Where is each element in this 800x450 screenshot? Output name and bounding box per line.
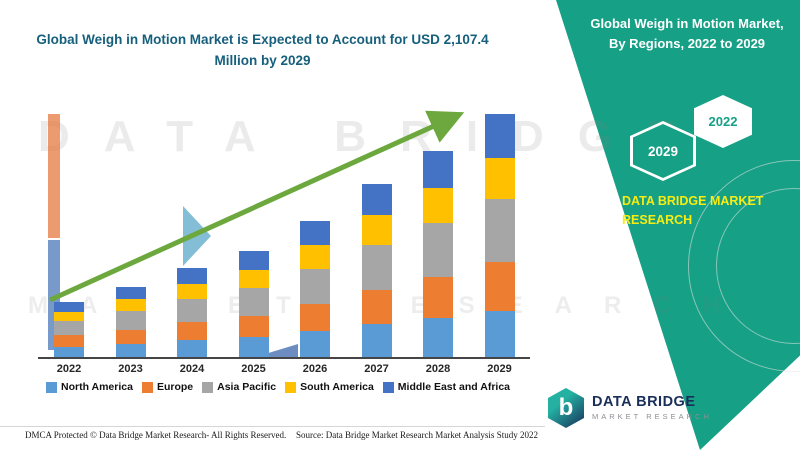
stacked-bar-2023 [115, 286, 146, 357]
segment-middle-east-and-africa [361, 184, 392, 216]
segment-north-america [115, 343, 146, 357]
legend-swatch [45, 381, 57, 393]
stacked-bar-2025 [238, 250, 269, 357]
legend-swatch [285, 381, 297, 393]
dbmr-logo-name: DATA BRIDGE [592, 393, 696, 410]
segment-asia-pacific [238, 288, 269, 316]
legend-item: Middle East and Africa [382, 381, 511, 393]
stacked-bar-2024 [177, 268, 207, 357]
chart-legend: North America Europe Asia Pacific South Ame… [8, 381, 548, 393]
x-axis-label-2029: 2029 [487, 363, 512, 375]
dbmr-logo: b DATA BRIDGE MARKET RESEARCH [548, 388, 712, 428]
dbmr-logo-icon: b [548, 388, 584, 428]
segment-north-america [177, 340, 207, 357]
segment-middle-east-and-africa [300, 221, 330, 246]
segment-asia-pacific [361, 244, 392, 290]
x-axis-label-2022: 2022 [56, 363, 82, 375]
legend-label: Europe [156, 381, 194, 393]
stacked-bar-2028 [423, 150, 453, 357]
x-axis-label-2024: 2024 [179, 363, 205, 375]
legend-item: Europe [141, 381, 194, 393]
legend-item: North America [45, 381, 133, 393]
footer-divider [0, 426, 545, 427]
legend-item: Asia Pacific [202, 381, 276, 393]
segment-north-america [423, 317, 453, 357]
x-axis-label-2023: 2023 [118, 363, 143, 375]
x-axis: 2022 2023 2024 2025 2026 2027 2028 2029 [38, 363, 530, 379]
dbmr-logo-subtitle: MARKET RESEARCH [592, 412, 712, 422]
legend-label: Middle East and Africa [397, 381, 511, 393]
segment-north-america [54, 346, 84, 357]
segment-south-america [238, 270, 269, 289]
segment-south-america [177, 284, 207, 300]
segment-europe [300, 304, 330, 332]
segment-europe [54, 335, 84, 347]
x-axis-label-2026: 2026 [302, 363, 328, 375]
segment-asia-pacific [115, 311, 146, 330]
legend-swatch [382, 381, 394, 393]
source-note: Source: Data Bridge Market Research Mark… [296, 430, 538, 440]
segment-south-america [115, 299, 146, 312]
segment-north-america [361, 324, 392, 357]
hexagon-2029-fill [633, 124, 693, 178]
stacked-bar-2022 [54, 301, 84, 357]
hexagon-2029: 2029 [630, 121, 696, 181]
x-axis-label-2028: 2028 [425, 363, 451, 375]
segment-south-america [484, 157, 515, 200]
stacked-bar-2026 [300, 221, 330, 357]
x-axis-label-2025: 2025 [241, 363, 266, 375]
segment-north-america [300, 331, 330, 357]
segment-europe [115, 329, 146, 344]
legend-item: South America [285, 381, 374, 393]
hexagon-2022-label: 2022 [708, 114, 738, 129]
brand-name-yellow: DATA BRIDGE MARKET RESEARCH [622, 194, 764, 227]
hexagon-2029-label: 2029 [647, 143, 679, 159]
segment-asia-pacific [300, 268, 330, 305]
legend-label: Asia Pacific [217, 381, 277, 393]
legend-swatch [141, 381, 153, 393]
dmca-notice: DMCA Protected © Data Bridge Market Rese… [25, 430, 287, 440]
dbmr-logo-text: DATA BRIDGE MARKET RESEARCH [592, 393, 712, 422]
segment-europe [361, 289, 392, 325]
segment-asia-pacific [177, 299, 207, 323]
segment-europe [423, 276, 453, 318]
x-axis-label-2027: 2027 [364, 363, 389, 375]
segment-asia-pacific [423, 222, 453, 277]
stacked-bar-2029 [484, 114, 515, 357]
segment-north-america [484, 310, 515, 357]
segment-asia-pacific [484, 199, 515, 263]
side-panel-title: Global Weigh in Motion Market, By Region… [590, 16, 784, 51]
segment-middle-east-and-africa [423, 150, 453, 188]
chart-title: Global Weigh in Motion Market is Expecte… [36, 32, 489, 68]
segment-middle-east-and-africa [484, 114, 515, 158]
segment-asia-pacific [54, 321, 84, 336]
segment-south-america [54, 311, 84, 322]
legend-label: North America [60, 381, 133, 393]
segment-europe [484, 262, 515, 311]
plot-area [38, 95, 530, 359]
legend-swatch [202, 381, 214, 393]
segment-europe [177, 322, 207, 341]
segment-europe [238, 315, 269, 337]
segment-middle-east-and-africa [177, 268, 207, 285]
segment-south-america [361, 215, 392, 245]
legend-label: South America [300, 381, 374, 393]
segment-north-america [238, 336, 269, 357]
segment-middle-east-and-africa [115, 286, 146, 300]
segment-south-america [423, 187, 453, 223]
segment-middle-east-and-africa [238, 250, 269, 271]
segment-south-america [300, 245, 330, 269]
stacked-bar-2027 [361, 184, 392, 357]
hexagon-2022: 2022 [694, 95, 752, 148]
segment-middle-east-and-africa [54, 301, 84, 312]
